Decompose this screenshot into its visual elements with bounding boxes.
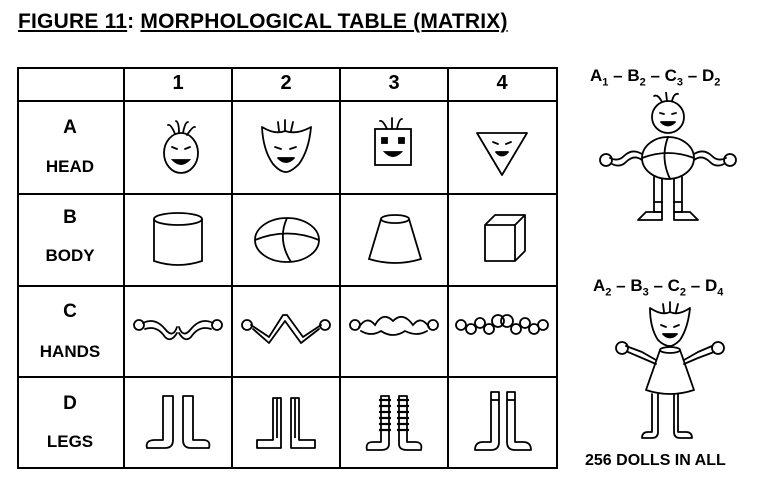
row-name-head: HEAD: [45, 157, 95, 176]
ex1-d-letter: D: [701, 66, 715, 85]
example-formula-1: A1 – B2 – C3 – D2: [590, 66, 721, 89]
legs-striped-boots-icon: [365, 395, 423, 451]
head-pointed-face-icon: [261, 119, 312, 173]
ex2-a-letter: A: [593, 276, 606, 295]
figure-number: FIGURE 11: [18, 10, 128, 33]
hands-bead-arms-icon: [455, 314, 549, 335]
ex2-b-letter: B: [630, 276, 643, 295]
figure-name: MORPHOLOGICAL TABLE (MATRIX): [140, 10, 508, 33]
row-name-body: BODY: [45, 246, 95, 265]
morphological-table: 1 2 3 4 A HEAD B BODY C HANDS D LEGS: [17, 67, 558, 469]
column-header-1: 1: [172, 72, 184, 94]
ex1-c-letter: C: [664, 66, 677, 85]
ex2-b-index: 3: [642, 286, 649, 299]
example-doll-2-icon: [615, 301, 725, 439]
ex2-c-index: 2: [679, 286, 687, 299]
column-header-2: 2: [280, 72, 292, 94]
legs-tall-boots-icon: [474, 391, 532, 451]
hands-bumpy-arms-icon: [349, 315, 439, 336]
row-letter-a: A: [63, 117, 77, 138]
example-formula-2: A2 – B3 – C2 – D4: [593, 276, 724, 299]
column-header-3: 3: [388, 72, 400, 94]
head-triangle-face-icon: [476, 132, 528, 176]
example-doll-1-icon: [599, 92, 737, 221]
ex1-a-letter: A: [590, 66, 603, 85]
legs-plain-boots-icon: [145, 395, 211, 449]
row-name-legs: LEGS: [46, 432, 94, 451]
ex2-d-index: 4: [717, 286, 724, 299]
ex2-c-letter: C: [667, 276, 680, 295]
hands-curved-arms-icon: [133, 319, 223, 341]
body-cube-icon: [484, 214, 526, 262]
legs-square-boots-icon: [256, 397, 316, 449]
figure-title: FIGURE 11: MORPHOLOGICAL TABLE (MATRIX): [18, 10, 508, 34]
body-ball-icon: [254, 217, 320, 263]
row-letter-d: D: [63, 393, 77, 414]
ex2-a-index: 2: [605, 286, 612, 299]
body-cone-icon: [367, 214, 423, 264]
total-dolls-caption: 256 DOLLS IN ALL: [585, 452, 726, 469]
body-cylinder-icon: [153, 212, 203, 266]
ex1-d-index: 2: [714, 76, 721, 89]
ex1-a-index: 1: [602, 76, 609, 89]
row-letter-b: B: [63, 207, 77, 228]
title-separator: :: [127, 10, 135, 33]
hands-zigzag-arms-icon: [241, 314, 331, 344]
row-letter-c: C: [63, 301, 77, 322]
head-square-face-icon: [374, 117, 412, 166]
row-name-hands: HANDS: [39, 342, 101, 361]
ex1-b-index: 2: [639, 76, 646, 89]
table-grid-lines: [17, 67, 558, 469]
ex1-b-letter: B: [627, 66, 640, 85]
ex2-d-letter: D: [704, 276, 718, 295]
ex1-c-index: 3: [676, 76, 684, 89]
column-header-4: 4: [496, 72, 508, 94]
head-round-face-icon: [163, 120, 199, 174]
